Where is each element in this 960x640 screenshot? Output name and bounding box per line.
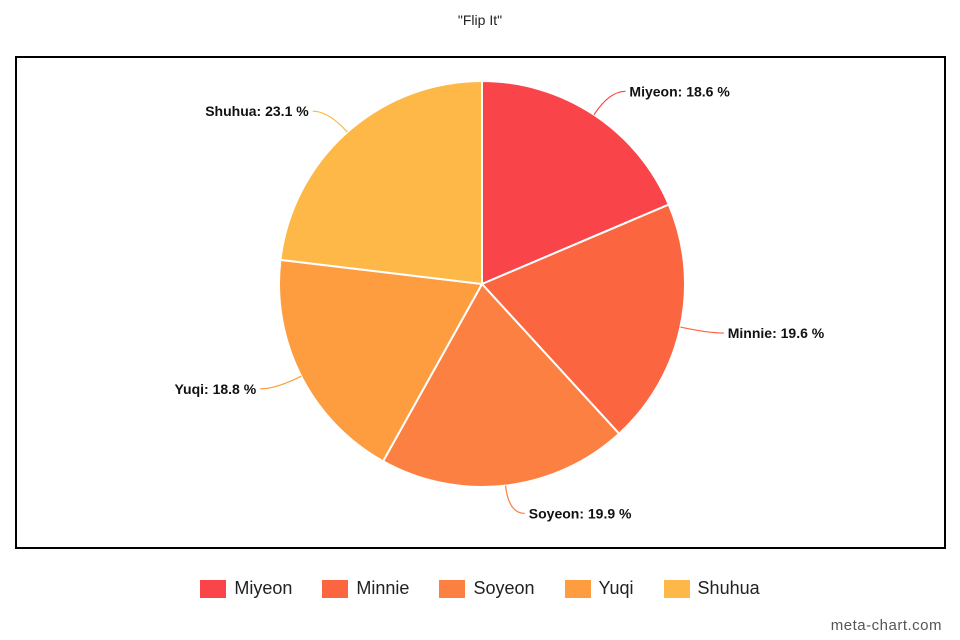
- legend-label: Shuhua: [697, 578, 760, 598]
- legend-item-miyeon[interactable]: Miyeon: [200, 578, 292, 599]
- legend-item-soyeon[interactable]: Soyeon: [439, 578, 535, 599]
- legend-swatch: [439, 579, 466, 598]
- legend-item-minnie[interactable]: Minnie: [322, 578, 409, 599]
- chart-title: "Flip It": [457, 12, 503, 28]
- legend-item-yuqi[interactable]: Yuqi: [564, 578, 634, 599]
- legend-swatch: [322, 579, 349, 598]
- plot-area: Miyeon: 18.6 % Minnie: 19.6 % Soyeon: 19.9…: [15, 56, 946, 549]
- legend: Miyeon Minnie Soyeon Yuqi Shuhua: [0, 578, 960, 599]
- pie-slice-yuqi: [278, 258, 484, 463]
- leader-line-minnie: [680, 326, 724, 334]
- pie-slice-shuhua: [279, 79, 483, 286]
- data-label-shuhua: Shuhua: 23.1 %: [205, 103, 309, 119]
- legend-label: Minnie: [356, 578, 410, 598]
- legend-swatch: [564, 579, 591, 598]
- leader-line-yuqi: [260, 375, 302, 390]
- watermark: meta-chart.com: [830, 617, 942, 634]
- data-label-miyeon: Miyeon: 18.6 %: [629, 83, 730, 99]
- legend-item-shuhua[interactable]: Shuhua: [663, 578, 760, 599]
- legend-swatch: [663, 579, 690, 598]
- data-label-yuqi: Yuqi: 18.8 %: [174, 381, 256, 397]
- legend-label: Soyeon: [473, 578, 535, 598]
- leader-line-shuhua: [312, 110, 348, 133]
- data-label-minnie: Minnie: 19.6 %: [728, 325, 825, 341]
- leader-line-soyeon: [504, 485, 525, 515]
- legend-label: Yuqi: [598, 578, 634, 598]
- legend-label: Miyeon: [234, 578, 293, 598]
- pie-chart: Miyeon: 18.6 % Minnie: 19.6 % Soyeon: 19.9…: [174, 79, 825, 521]
- legend-swatch: [200, 579, 227, 598]
- leader-line-miyeon: [593, 90, 626, 116]
- data-label-soyeon: Soyeon: 19.9 %: [529, 505, 632, 521]
